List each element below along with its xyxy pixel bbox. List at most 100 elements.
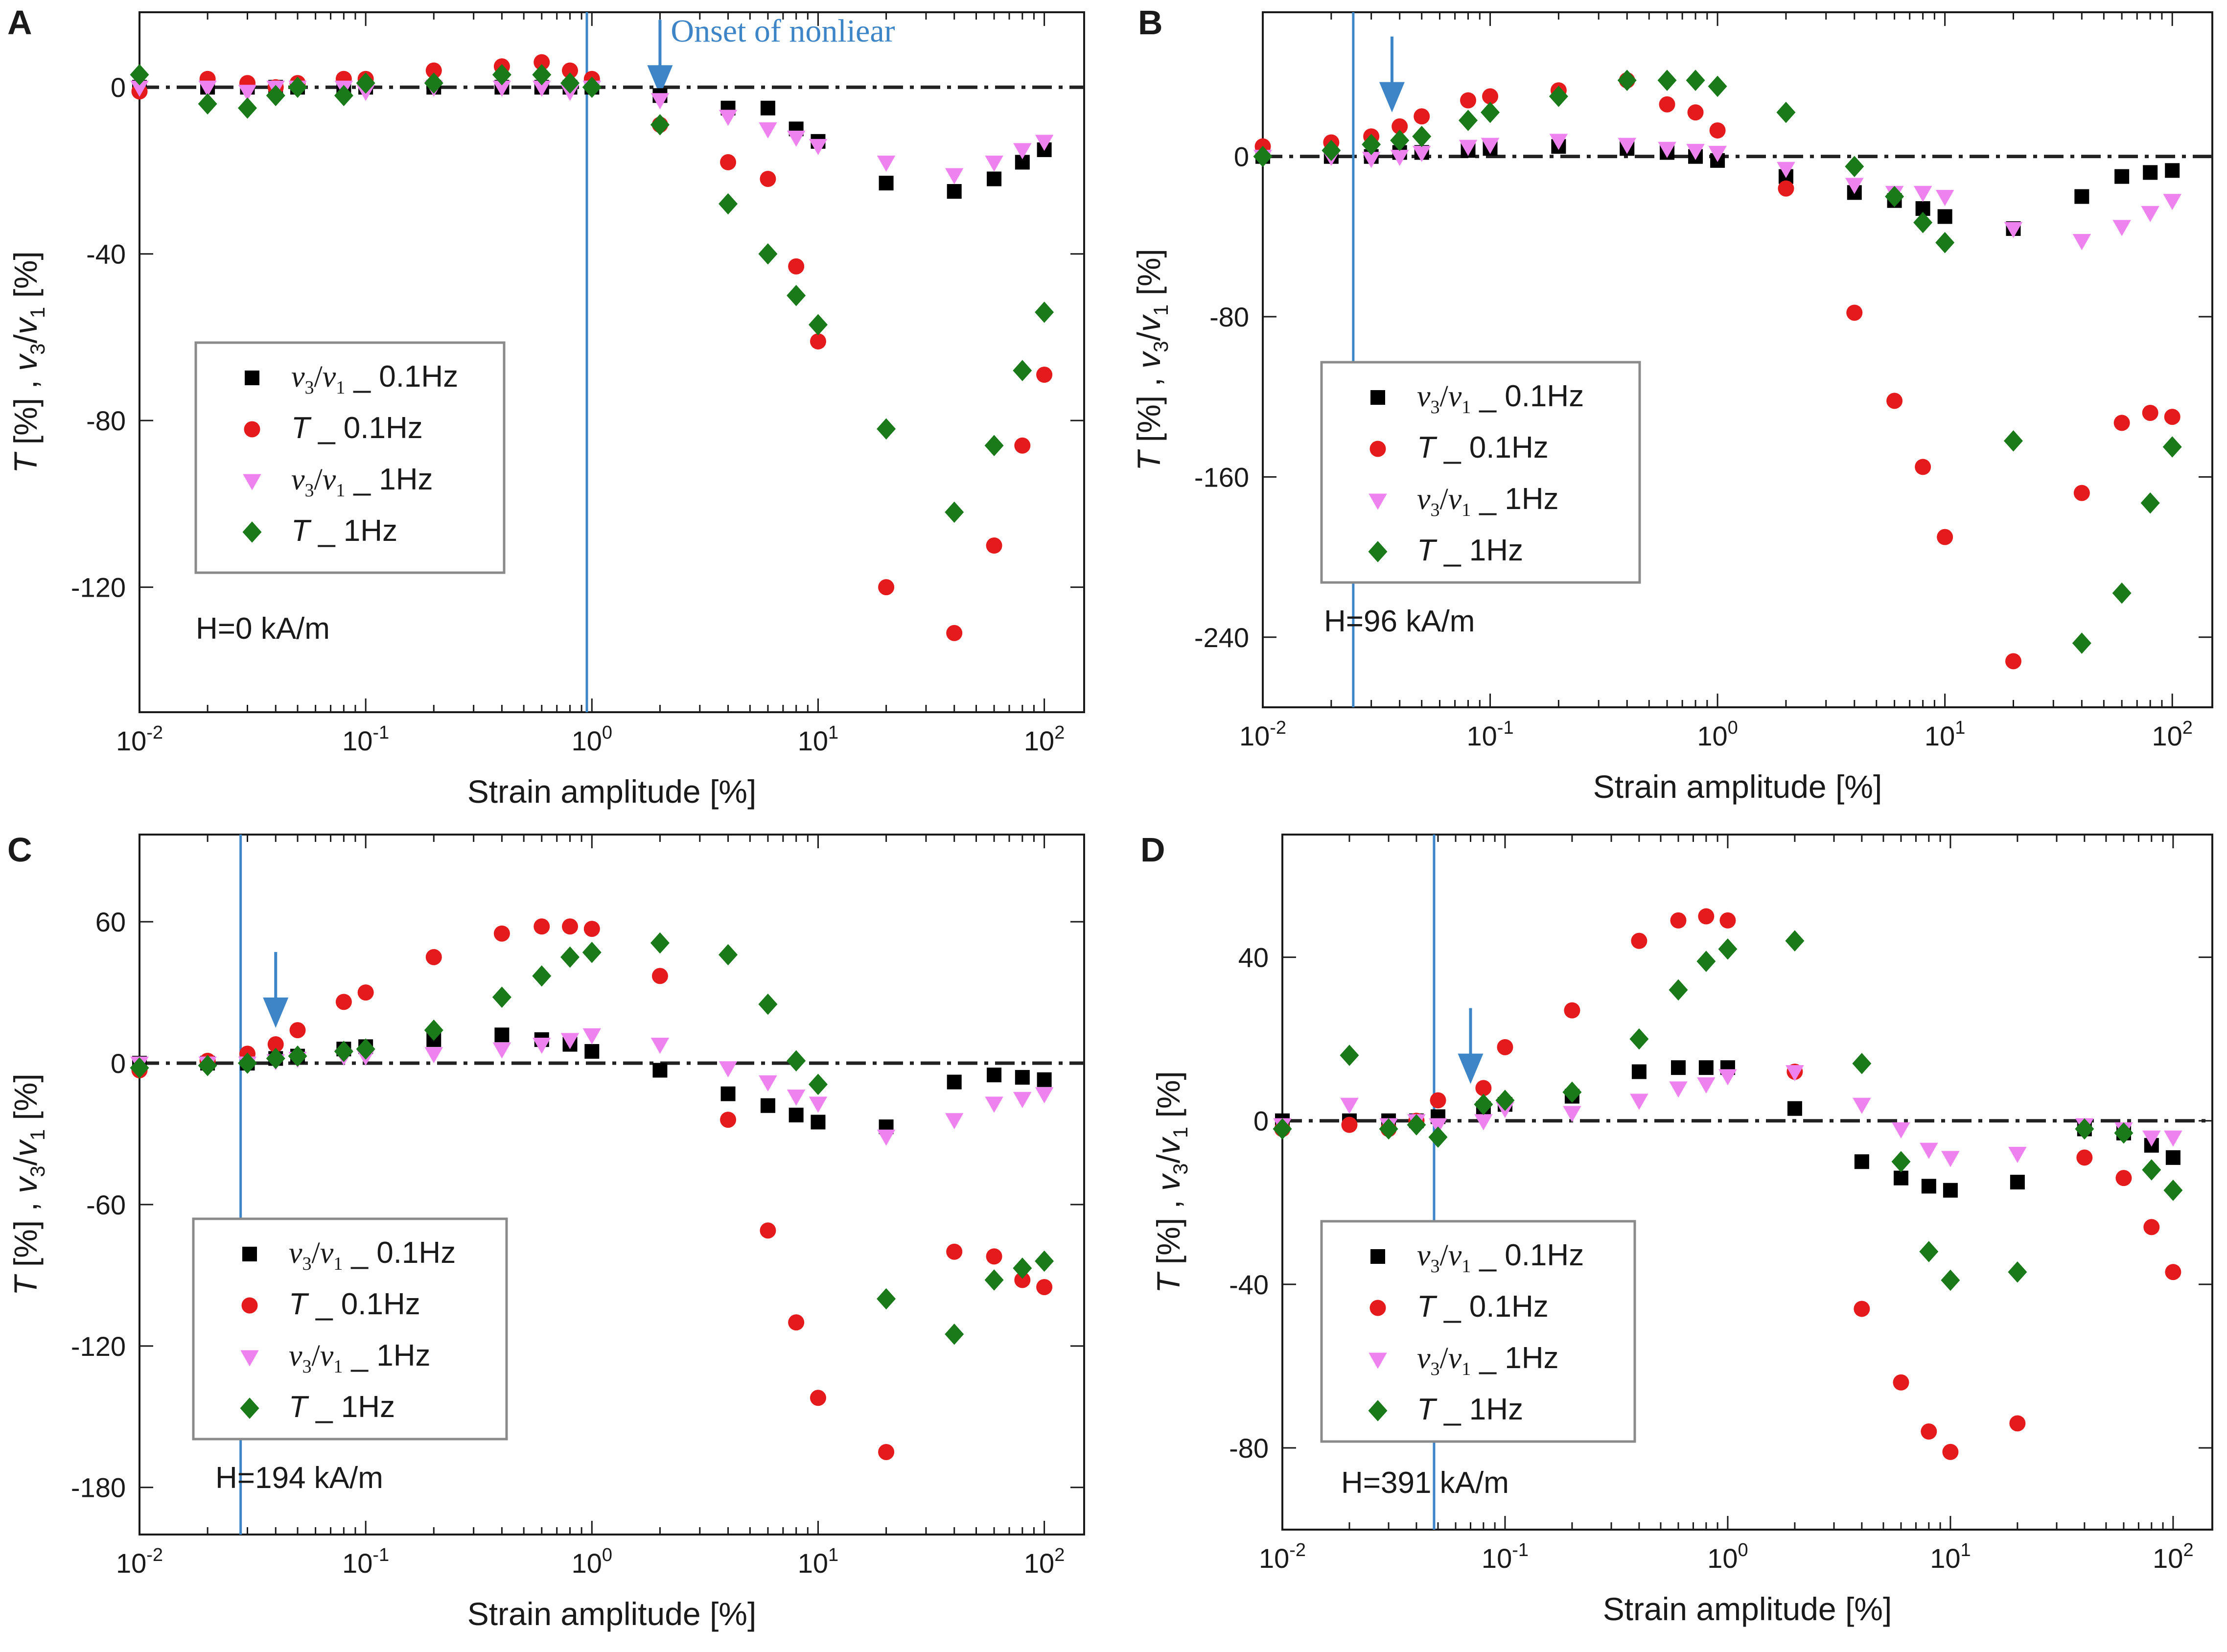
data-point-T_1 xyxy=(424,1019,443,1041)
y-title-v: v xyxy=(1150,1173,1186,1191)
data-point-T_1 xyxy=(1013,360,1032,381)
data-point-T_1 xyxy=(2003,430,2023,452)
legend-sub: 3 xyxy=(1431,397,1440,418)
legend-sub: 1 xyxy=(1461,500,1471,520)
legend-sym: T xyxy=(291,514,312,548)
data-point-v31_01 xyxy=(720,1086,736,1101)
y-tick-label: 60 xyxy=(95,907,126,937)
data-point-v31_1 xyxy=(1658,141,1676,158)
legend-suffix: _ 1Hz xyxy=(307,1390,395,1424)
data-point-T_1 xyxy=(560,72,580,94)
data-point-v31_01 xyxy=(584,1044,600,1059)
data-point-T_1 xyxy=(1941,1269,1960,1291)
data-point-v31_1 xyxy=(2164,1130,2182,1147)
series-T_1 xyxy=(130,932,1054,1345)
legend-slash: / xyxy=(1440,483,1449,516)
legend-slash: / xyxy=(1440,1342,1449,1375)
legend-sym: v xyxy=(323,463,336,496)
x-tick-base: 10 xyxy=(1482,1543,1512,1574)
data-point-v31_1 xyxy=(1718,1069,1737,1086)
data-point-T_1 xyxy=(492,986,511,1008)
data-point-v31_1 xyxy=(1697,1077,1716,1094)
data-point-v31_1 xyxy=(1786,1065,1804,1081)
data-point-T_1 xyxy=(2072,632,2091,654)
data-point-T_01 xyxy=(1846,304,1863,321)
data-point-T_1 xyxy=(288,76,307,98)
data-point-v31_1 xyxy=(759,1075,777,1092)
data-point-T_1 xyxy=(1617,70,1637,91)
legend-label-v31_1: v3/v1 _ 1Hz xyxy=(289,1339,431,1377)
data-point-v31_1 xyxy=(1913,186,1932,202)
legend-label-T_01: T _ 0.1Hz xyxy=(289,1287,420,1321)
x-tick-label: 10-2 xyxy=(1259,1540,1306,1574)
legend-sym: v xyxy=(291,360,305,394)
data-point-T_1 xyxy=(560,946,580,968)
x-tick-label: 102 xyxy=(1024,722,1065,756)
series-v31_1 xyxy=(1273,1065,2182,1167)
legend-marker-v31_01 xyxy=(1370,390,1385,405)
data-point-T_1 xyxy=(198,93,217,115)
series-v31_1 xyxy=(1253,134,2181,251)
data-point-T_01 xyxy=(720,1112,737,1128)
data-point-T_1 xyxy=(1474,1094,1493,1116)
data-point-T_01 xyxy=(425,949,442,965)
data-point-T_01 xyxy=(986,537,1002,554)
data-point-v31_1 xyxy=(130,80,149,97)
onset-arrow-head xyxy=(1458,1053,1484,1084)
series-T_1 xyxy=(1253,70,2182,654)
data-point-T_01 xyxy=(562,918,579,935)
data-point-v31_1 xyxy=(2142,1130,2161,1147)
data-point-T_1 xyxy=(1657,70,1677,91)
data-point-v31_01 xyxy=(987,1068,1002,1083)
data-point-T_01 xyxy=(2005,653,2021,670)
legend-suffix: _ 0.1Hz xyxy=(1436,431,1549,465)
plot-frame xyxy=(1262,11,2213,708)
data-point-v31_01 xyxy=(1037,1072,1052,1087)
x-tick-label: 102 xyxy=(1024,1545,1065,1579)
x-tick-exponent: -2 xyxy=(1289,1540,1306,1560)
data-point-v31_1 xyxy=(1708,145,1727,162)
data-point-T_01 xyxy=(357,984,374,1001)
x-tick-exponent: -2 xyxy=(146,1545,163,1565)
data-point-v31_01 xyxy=(1921,1179,1936,1194)
data-point-v31_1 xyxy=(719,110,738,126)
legend-sym: T xyxy=(291,411,312,445)
data-point-T_1 xyxy=(492,64,511,86)
data-point-T_1 xyxy=(1776,101,1796,123)
data-point-v31_1 xyxy=(1618,138,1636,154)
data-point-T_01 xyxy=(1893,1374,1909,1391)
legend-marker-T_1 xyxy=(1368,541,1388,562)
data-point-v31_1 xyxy=(1459,140,1478,156)
data-point-v31_1 xyxy=(1920,1142,1938,1159)
y-tick-label: -120 xyxy=(71,1331,126,1362)
legend-sym: v xyxy=(320,1339,334,1373)
x-tick-exponent: 2 xyxy=(1054,722,1065,743)
legend-label-T_1: T _ 1Hz xyxy=(1417,1393,1523,1426)
y-title-text: [%] , xyxy=(1150,1191,1186,1274)
data-point-T_1 xyxy=(1785,930,1805,952)
panel-label: D xyxy=(1140,831,1165,869)
data-point-v31_1 xyxy=(1777,162,1795,178)
data-point-v31_1 xyxy=(1035,135,1054,151)
data-point-T_1 xyxy=(984,1269,1004,1291)
data-point-T_01 xyxy=(946,625,963,641)
data-point-T_1 xyxy=(334,85,353,106)
data-point-T_1 xyxy=(1035,1250,1054,1272)
y-title-v: v xyxy=(1131,350,1167,369)
y-tick-label: -80 xyxy=(1229,1433,1269,1464)
data-point-T_1 xyxy=(334,1041,353,1062)
y-title-T: T xyxy=(1131,449,1167,471)
legend-sub: 3 xyxy=(305,480,314,501)
data-point-T_1 xyxy=(1459,110,1478,131)
data-point-T_1 xyxy=(1481,101,1500,123)
legend-marker-T_01 xyxy=(1369,1300,1386,1316)
data-point-T_1 xyxy=(877,1288,896,1310)
y-tick-label: 0 xyxy=(1253,1106,1269,1137)
data-point-T_01 xyxy=(1698,908,1715,925)
data-point-v31_1 xyxy=(1412,145,1431,162)
x-tick-base: 10 xyxy=(572,1548,602,1579)
data-point-v31_01 xyxy=(811,1115,826,1130)
legend-sym: T xyxy=(1417,1290,1438,1324)
